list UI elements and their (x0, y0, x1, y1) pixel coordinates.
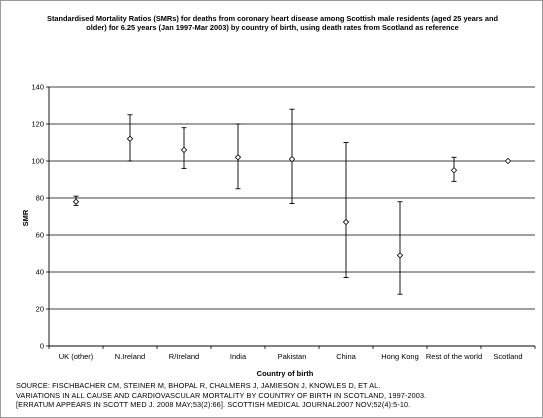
chart-title: Standardised Mortality Ratios (SMRs) for… (47, 14, 498, 32)
y-tick-label-20: 20 (36, 305, 44, 314)
source-line: SOURCE: FISCHBACHER CM, STEINER M, BHOPA… (16, 381, 381, 390)
y-tick-label-0: 0 (40, 342, 44, 351)
data-point-7 (450, 167, 458, 174)
y-tick-label-40: 40 (36, 268, 44, 277)
data-point-1 (126, 135, 134, 142)
x-tick-label-4: Pakistan (278, 352, 307, 361)
x-axis-title: Country of birth (257, 369, 314, 378)
source-note: SOURCE: FISCHBACHER CM, STEINER M, BHOPA… (16, 381, 536, 410)
x-tick-label-2: R/Ireland (169, 352, 199, 361)
y-axis-title: SMR (21, 209, 30, 226)
x-tick-labels: UK (other) N.Ireland R/Ireland India Pakista… (59, 352, 523, 361)
x-tick-label-7: Rest of the world (426, 352, 482, 361)
x-tick-label-1: N.Ireland (115, 352, 145, 361)
source-line: [ERRATUM APPEARS IN SCOTT MED J. 2008 MA… (16, 400, 411, 409)
y-tick-label-140: 140 (31, 83, 44, 92)
data-points (72, 135, 512, 259)
x-tick-label-3: India (230, 352, 247, 361)
chart-plot: 0 20 40 60 80 100 120 140 UK (other) N.Ireland R/… (21, 83, 536, 378)
y-tick-label-60: 60 (36, 231, 44, 240)
data-point-8 (504, 157, 512, 165)
data-point-2 (180, 146, 188, 154)
y-tick-label-100: 100 (31, 157, 44, 166)
gridlines (46, 86, 536, 349)
data-point-6 (396, 252, 404, 259)
data-point-4 (288, 155, 296, 163)
data-point-5 (342, 218, 350, 226)
data-point-0 (72, 198, 80, 205)
x-tick-label-8: Scotland (493, 352, 522, 361)
x-tick-label-5: China (336, 352, 356, 361)
y-tick-labels: 0 20 40 60 80 100 120 140 (31, 83, 44, 351)
y-tick-label-80: 80 (36, 194, 44, 203)
x-tick-label-6: Hong Kong (381, 352, 419, 361)
source-line: VARIATIONS IN ALL CAUSE AND CARDIOVASCUL… (16, 390, 427, 400)
y-tick-label-120: 120 (31, 120, 44, 129)
x-tick-label-0: UK (other) (59, 352, 94, 361)
data-point-3 (234, 154, 242, 161)
